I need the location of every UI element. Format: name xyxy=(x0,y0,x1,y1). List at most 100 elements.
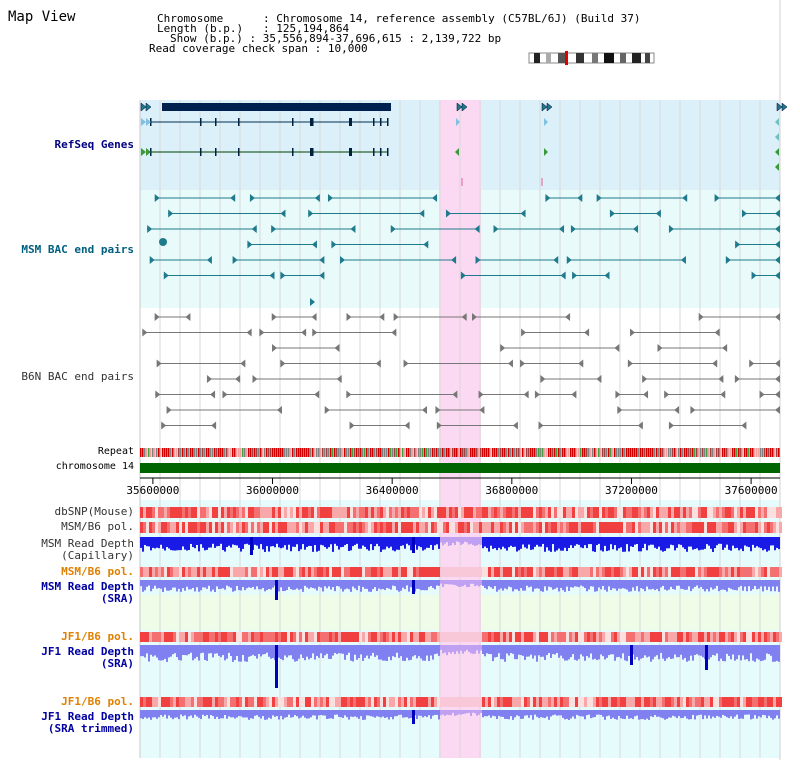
read-depth-bar xyxy=(254,580,256,590)
read-depth-bar xyxy=(162,580,164,592)
polymorphism-cell xyxy=(269,507,272,518)
read-depth-bar xyxy=(470,537,472,544)
repeat-mark xyxy=(460,448,462,457)
read-depth-bar xyxy=(598,537,600,544)
read-depth-bar xyxy=(726,645,728,654)
read-depth-bar xyxy=(620,537,622,548)
polymorphism-cell xyxy=(515,632,518,642)
read-depth-bar xyxy=(314,645,316,660)
read-depth-bar xyxy=(618,537,620,549)
track-label-b6n-bac: B6N BAC end pairs xyxy=(21,370,134,383)
polymorphism-cell xyxy=(188,522,191,533)
read-depth-bar xyxy=(554,710,556,715)
read-depth-bar xyxy=(442,580,444,587)
repeat-mark xyxy=(758,448,760,457)
read-depth-bar xyxy=(274,710,276,717)
polymorphism-cell xyxy=(305,697,308,707)
read-depth-bar xyxy=(290,645,292,656)
read-depth-bar xyxy=(300,645,302,655)
gene-strand-arrow xyxy=(541,102,553,112)
polymorphism-cell xyxy=(314,567,317,577)
polymorphism-cell xyxy=(404,567,407,577)
read-depth-bar xyxy=(460,537,462,545)
read-depth-bar xyxy=(366,537,368,550)
read-depth-bar xyxy=(464,537,466,542)
read-depth-bar xyxy=(264,710,266,720)
read-depth-bar xyxy=(490,537,492,546)
polymorphism-cell xyxy=(659,507,662,518)
msm-bac-pair-end xyxy=(390,225,396,233)
read-depth-bar xyxy=(776,645,778,661)
read-depth-bar xyxy=(154,580,156,586)
polymorphism-cell xyxy=(224,522,227,533)
b6n-bac-pair-end xyxy=(565,313,571,321)
polymorphism-cell xyxy=(377,522,380,533)
read-depth-bar xyxy=(498,710,500,716)
read-depth-bar xyxy=(462,645,464,654)
read-depth-bar xyxy=(424,710,426,717)
repeat-mark xyxy=(166,448,168,457)
polymorphism-cell xyxy=(665,632,668,642)
read-depth-bar xyxy=(422,710,424,718)
polymorphism-cell xyxy=(623,697,626,707)
read-depth-bar xyxy=(614,580,616,589)
read-depth-bar xyxy=(624,537,626,552)
read-depth-bar xyxy=(426,537,428,548)
read-depth-bar xyxy=(282,580,284,592)
read-depth-bar xyxy=(498,537,500,548)
read-depth-bar xyxy=(228,710,230,717)
polymorphism-cell xyxy=(656,522,659,533)
repeat-mark xyxy=(570,448,572,457)
repeat-mark xyxy=(292,448,294,457)
polymorphism-cell xyxy=(422,632,425,642)
b6n-bac-pair-end xyxy=(161,421,167,430)
msm-bac-pair-end xyxy=(451,256,457,264)
repeat-mark xyxy=(248,448,250,457)
b6n-bac-pair-end xyxy=(346,313,352,321)
chromosome-ideogram[interactable] xyxy=(528,51,658,65)
read-depth-bar xyxy=(698,710,700,715)
polymorphism-cell xyxy=(167,632,170,642)
repeat-mark xyxy=(336,448,338,457)
read-depth-bar xyxy=(468,580,470,588)
read-depth-bar xyxy=(272,580,274,588)
read-depth-bar xyxy=(190,645,192,653)
read-depth-bar xyxy=(394,710,396,717)
polymorphism-cell xyxy=(287,567,290,577)
read-depth-bar xyxy=(694,580,696,587)
read-depth-bar xyxy=(502,645,504,660)
read-depth-bar xyxy=(436,645,438,654)
read-depth-bar xyxy=(244,710,246,718)
repeat-mark xyxy=(656,448,658,457)
polymorphism-cell xyxy=(761,567,764,577)
polymorphism-cell xyxy=(332,507,335,518)
polymorphism-cell xyxy=(749,522,752,533)
read-depth-bar xyxy=(262,580,264,588)
read-depth-bar xyxy=(440,645,442,650)
read-depth-bar xyxy=(526,580,528,586)
read-depth-bar xyxy=(652,645,654,660)
polymorphism-cell xyxy=(770,697,773,707)
polymorphism-cell xyxy=(773,507,776,518)
read-depth-bar xyxy=(656,645,658,656)
polymorphism-cell xyxy=(614,632,617,642)
read-depth-bar xyxy=(436,710,438,715)
read-depth-bar xyxy=(334,580,336,592)
polymorphism-cell xyxy=(692,697,695,707)
repeat-mark xyxy=(176,448,178,457)
polymorphism-cell xyxy=(452,522,455,533)
polymorphism-cell xyxy=(212,567,215,577)
read-depth-bar xyxy=(502,710,504,717)
b6n-bac-pair-end xyxy=(521,328,527,337)
repeat-mark xyxy=(528,448,530,457)
b6n-bac-pair-end xyxy=(500,344,506,352)
read-depth-bar xyxy=(452,580,454,585)
polymorphism-cell xyxy=(614,522,617,533)
read-depth-bar xyxy=(532,710,534,720)
polymorphism-cell xyxy=(152,522,155,533)
polymorphism-cell xyxy=(368,522,371,533)
msm-bac-pair-end xyxy=(446,209,452,218)
repeat-mark xyxy=(508,448,510,457)
polymorphism-cell xyxy=(722,507,725,518)
